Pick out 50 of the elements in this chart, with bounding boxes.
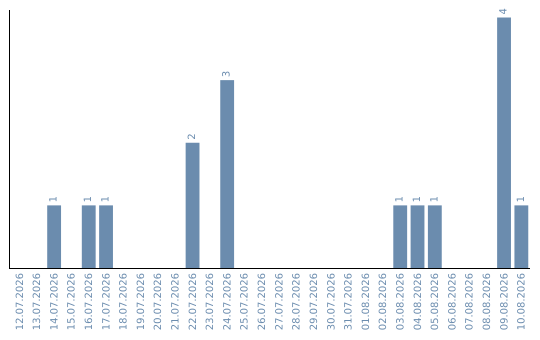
x-tick-label: 28.07.2026 <box>292 273 303 330</box>
data-label: 3 <box>222 70 233 78</box>
data-label: 1 <box>516 196 527 202</box>
bar <box>393 205 408 268</box>
x-tick-label: 17.07.2026 <box>101 273 112 330</box>
x-tick-label: 21.07.2026 <box>170 273 182 330</box>
data-label: 1 <box>100 196 112 202</box>
x-tick-label: 12.07.2026 <box>14 273 26 330</box>
x-tick-label: 30.07.2026 <box>326 273 338 330</box>
x-tick-label: 04.08.2026 <box>412 273 424 330</box>
x-tick-label: 14.07.2026 <box>49 273 60 330</box>
bar <box>99 205 113 268</box>
x-tick-label: 15.07.2026 <box>66 273 78 330</box>
x-tick-label: 05.08.2026 <box>430 273 442 330</box>
x-tick-label: 16.07.2026 <box>84 273 95 330</box>
x-tick-label: 26.07.2026 <box>257 273 268 330</box>
data-label: 1 <box>83 196 94 202</box>
bar <box>220 80 234 268</box>
bar <box>47 205 62 268</box>
data-label: 2 <box>187 133 198 140</box>
bar <box>514 205 528 268</box>
x-tick-label: 18.07.2026 <box>118 273 130 330</box>
bar <box>428 205 442 268</box>
x-tick-label: 22.07.2026 <box>188 273 199 330</box>
x-tick-label: 25.07.2026 <box>240 273 251 330</box>
data-label: 1 <box>429 196 440 202</box>
x-tick-label: 23.07.2026 <box>205 273 216 330</box>
x-tick-label: 06.08.2026 <box>447 273 458 330</box>
x-tick-label: 29.07.2026 <box>308 273 320 330</box>
x-tick-label: 08.08.2026 <box>482 273 493 330</box>
x-tick-label: 10.08.2026 <box>516 273 528 330</box>
x-tick-label: 13.07.2026 <box>32 273 44 330</box>
bar <box>186 142 200 268</box>
x-tick-label: 02.08.2026 <box>378 273 390 330</box>
x-tick-label: 07.08.2026 <box>464 273 476 330</box>
x-tick-label: 19.07.2026 <box>136 273 147 330</box>
data-label: 1 <box>394 196 406 202</box>
data-label: 1 <box>412 196 424 202</box>
bar <box>410 205 424 268</box>
x-tick-label: 09.08.2026 <box>499 273 510 330</box>
x-tick-label: 01.08.2026 <box>360 273 372 330</box>
x-tick-label: 24.07.2026 <box>222 273 234 330</box>
data-label: 1 <box>48 196 60 202</box>
x-tick-label: 31.07.2026 <box>344 273 355 330</box>
bar <box>497 18 511 268</box>
x-tick-label: 20.07.2026 <box>153 273 164 330</box>
bar <box>82 205 96 268</box>
x-tick-label: 03.08.2026 <box>395 273 406 330</box>
data-label: 4 <box>498 8 510 15</box>
x-tick-label: 27.07.2026 <box>274 273 286 330</box>
